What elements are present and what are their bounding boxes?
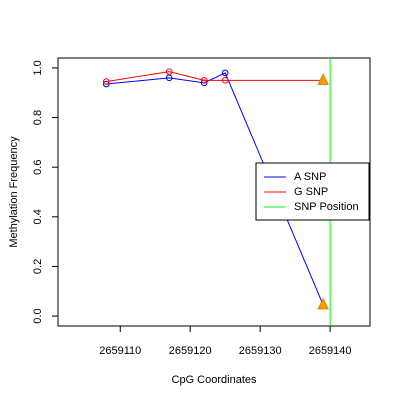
- y-tick-label: 0.8: [32, 110, 44, 125]
- point: [165, 68, 173, 75]
- y-tick-label: 1.0: [32, 60, 44, 75]
- legend-label: SNP Position: [294, 201, 359, 213]
- x-tick-label: 2659130: [239, 345, 282, 357]
- y-tick-label: 0.2: [32, 259, 44, 274]
- x-tick-label: 2659110: [99, 345, 141, 357]
- point: [165, 74, 173, 82]
- snp-marker: [317, 73, 329, 85]
- y-tick-label: 0.6: [32, 160, 44, 175]
- y-tick-label: 0.0: [32, 308, 44, 323]
- x-tick-label: 2659140: [309, 345, 352, 357]
- legend-label: A SNP: [294, 171, 326, 183]
- y-axis-label: Methylation Frequency: [8, 136, 20, 248]
- x-axis-label: CpG Coordinates: [172, 374, 257, 386]
- series-line: [106, 71, 324, 83]
- legend-label: G SNP: [294, 186, 328, 198]
- point: [102, 78, 110, 85]
- x-tick-label: 2659120: [169, 345, 212, 357]
- point: [221, 69, 229, 77]
- point: [200, 77, 208, 84]
- point: [221, 77, 229, 84]
- y-tick-label: 0.4: [32, 209, 44, 224]
- plot-frame: [57, 57, 371, 327]
- snp-marker: [317, 297, 329, 310]
